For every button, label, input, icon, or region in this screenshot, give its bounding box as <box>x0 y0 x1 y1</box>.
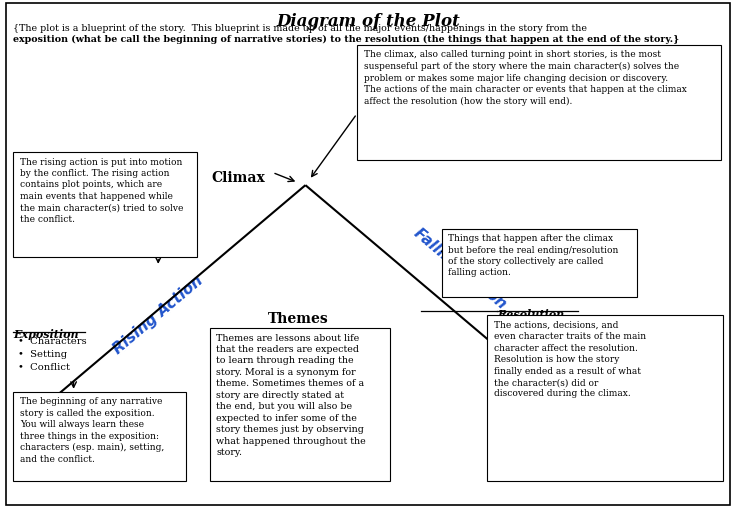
Text: Themes are lessons about life
that the readers are expected
to learn through rea: Themes are lessons about life that the r… <box>216 333 366 456</box>
Text: •  Characters
•  Setting
•  Conflict: • Characters • Setting • Conflict <box>18 336 87 371</box>
FancyBboxPatch shape <box>210 328 390 481</box>
Text: Diagram of the Plot: Diagram of the Plot <box>276 13 460 30</box>
Text: The actions, decisions, and
even character traits of the main
character affect t: The actions, decisions, and even charact… <box>494 320 646 398</box>
Text: Resolution: Resolution <box>497 308 564 319</box>
FancyBboxPatch shape <box>357 46 721 160</box>
FancyBboxPatch shape <box>442 229 637 298</box>
Text: Climax: Climax <box>211 171 265 185</box>
Text: Exposition: Exposition <box>13 328 79 340</box>
Text: The climax, also called turning point in short stories, is the most
suspenseful : The climax, also called turning point in… <box>364 50 687 105</box>
FancyBboxPatch shape <box>13 153 197 257</box>
Text: exposition (what be call the beginning of narrative stories) to the resolution (: exposition (what be call the beginning o… <box>13 35 679 44</box>
FancyBboxPatch shape <box>13 392 186 481</box>
Text: Things that happen after the climax
but before the real ending/resolution
of the: Things that happen after the climax but … <box>448 234 618 277</box>
Text: Rising Action: Rising Action <box>110 272 206 356</box>
Text: Themes: Themes <box>268 312 328 326</box>
Text: {The plot is a blueprint of the story.  This blueprint is made up of all the maj: {The plot is a blueprint of the story. T… <box>13 24 587 34</box>
Text: The beginning of any narrative
story is called the exposition.
You will always l: The beginning of any narrative story is … <box>20 397 164 463</box>
Text: The rising action is put into motion
by the conflict. The rising action
contains: The rising action is put into motion by … <box>20 157 183 223</box>
Text: Falling Action: Falling Action <box>411 225 509 312</box>
FancyBboxPatch shape <box>487 316 723 481</box>
